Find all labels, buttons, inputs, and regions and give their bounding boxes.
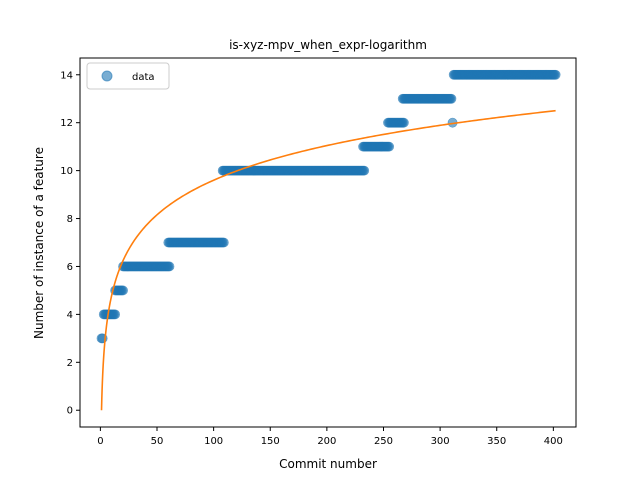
data-point [359, 165, 370, 176]
x-axis-label: Commit number [279, 457, 377, 471]
legend: data [86, 62, 170, 90]
y-tick-label: 6 [67, 262, 73, 273]
x-axis: 0 50 100 150 200 250 300 350 400 [97, 427, 563, 447]
y-axis: 0 2 4 6 8 10 12 14 [60, 70, 80, 417]
x-tick-label: 300 [431, 436, 450, 447]
legend-marker-data [101, 70, 113, 82]
data-point [550, 69, 561, 80]
plot-frame [79, 57, 577, 428]
y-tick-label: 4 [67, 310, 73, 321]
data-point [446, 93, 457, 104]
x-tick-label: 150 [261, 436, 280, 447]
x-tick-label: 350 [487, 436, 506, 447]
data-point [384, 141, 395, 152]
chart-title: is-xyz-mpv_when_expr-logarithm [229, 38, 427, 52]
y-tick-label: 12 [60, 118, 73, 129]
y-tick-label: 10 [60, 166, 73, 177]
fit-line [100, 109, 556, 411]
data-point [110, 309, 121, 320]
x-tick-label: 200 [317, 436, 336, 447]
data-points [96, 69, 561, 344]
y-tick-label: 2 [67, 358, 73, 369]
x-tick-label: 100 [204, 436, 223, 447]
y-tick-label: 8 [67, 214, 73, 225]
x-tick-label: 400 [544, 436, 563, 447]
data-point [164, 261, 175, 272]
legend-box [86, 62, 170, 90]
plot-area [96, 69, 561, 411]
x-tick-label: 0 [97, 436, 103, 447]
x-tick-label: 50 [151, 436, 164, 447]
y-tick-label: 0 [67, 406, 73, 417]
data-point [398, 117, 409, 128]
data-point [118, 285, 128, 296]
x-tick-label: 250 [374, 436, 393, 447]
legend-label-data: data [132, 72, 155, 83]
y-tick-label: 14 [60, 70, 73, 81]
data-point [218, 237, 229, 248]
y-axis-label: Number of instance of a feature [32, 147, 46, 339]
